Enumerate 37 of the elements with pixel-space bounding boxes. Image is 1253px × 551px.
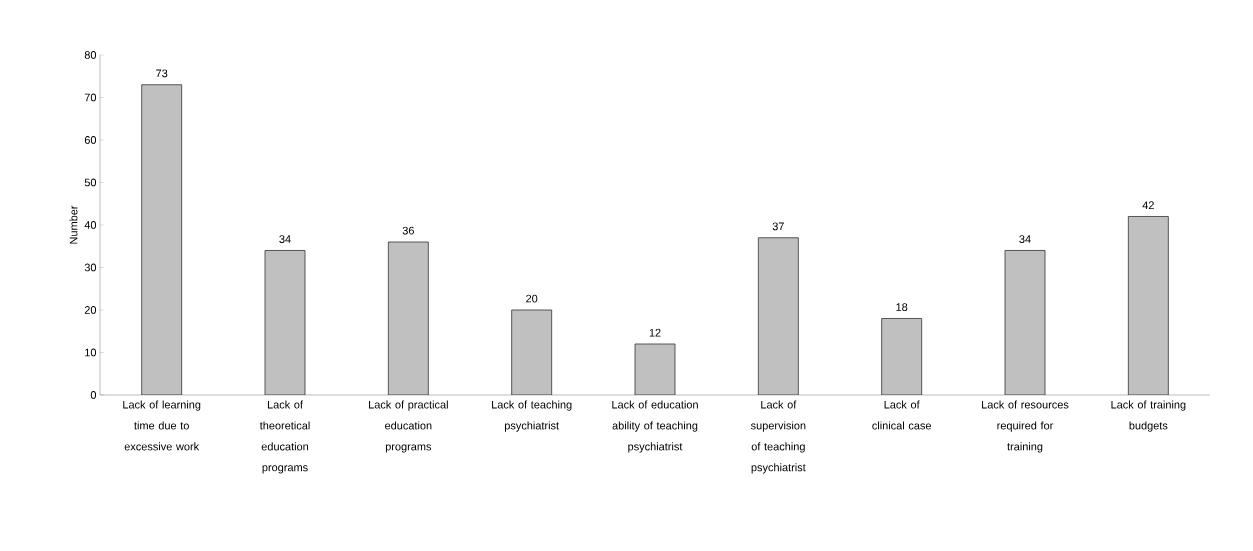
x-tick-label: Lack of learning time due to excessive work — [123, 400, 201, 451]
y-tick-label: 20 — [84, 306, 97, 314]
y-tick-label: 60 — [84, 136, 97, 144]
bar — [1004, 250, 1046, 395]
bar — [881, 318, 923, 395]
data-label: 42 — [1142, 201, 1154, 209]
data-label: 12 — [649, 328, 661, 337]
y-tick-label: 30 — [84, 263, 97, 272]
data-label: 34 — [1019, 235, 1031, 243]
y-tick-label: 10 — [85, 348, 97, 357]
bar — [141, 84, 183, 395]
x-tick-label: Lack of training budgets — [1111, 400, 1186, 432]
y-axis-title: Number — [69, 205, 78, 244]
data-label: 34 — [279, 235, 291, 243]
y-tick-label: 70 — [84, 93, 97, 102]
x-tick-label: Lack of supervision of teaching psychiatrist — [750, 400, 806, 474]
category-label: Lack of theoretical education programs — [259, 400, 310, 474]
data-label: 20 — [526, 294, 538, 303]
category-label: Lack of practical education programs — [369, 400, 448, 453]
bar — [264, 250, 306, 395]
x-tick-label: Lack of resources required for training — [982, 400, 1069, 453]
bar — [387, 241, 429, 395]
y-tick-label: 50 — [84, 178, 97, 187]
bar — [634, 343, 676, 395]
y-tick-label: 40 — [84, 221, 97, 229]
data-label: 36 — [402, 226, 414, 235]
data-label: 73 — [156, 69, 168, 78]
x-tick-label: Lack of clinical case — [872, 400, 932, 430]
bar — [1127, 216, 1169, 395]
x-tick-label: Lack of teaching psychiatrist — [492, 400, 572, 432]
y-tick-label: 80 — [84, 51, 97, 59]
data-label: 37 — [772, 222, 784, 231]
data-label: 18 — [896, 303, 908, 311]
bar — [757, 237, 799, 395]
bar — [511, 309, 553, 395]
y-tick-label: 0 — [90, 391, 97, 399]
x-tick-label: Lack of education ability of teaching psychiatrist — [612, 400, 698, 453]
